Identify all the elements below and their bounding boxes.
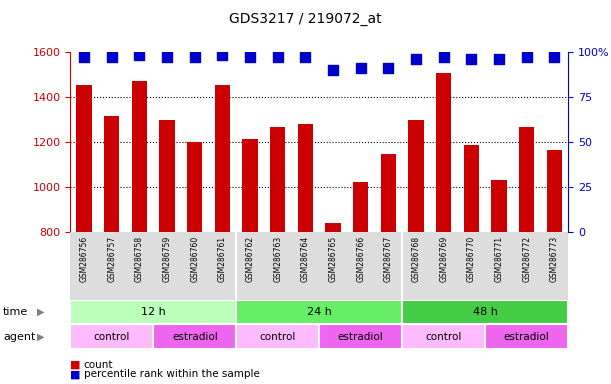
Text: GSM286769: GSM286769: [439, 236, 448, 282]
Bar: [491, 180, 507, 232]
Bar: [153, 324, 236, 349]
Bar: [464, 146, 479, 232]
Text: GSM286757: GSM286757: [108, 236, 116, 282]
Bar: [402, 324, 485, 349]
Point: [134, 52, 144, 58]
Text: estradiol: estradiol: [172, 332, 218, 342]
Bar: [353, 182, 368, 232]
Point: [245, 54, 255, 60]
Bar: [159, 119, 175, 232]
Bar: [76, 84, 92, 232]
Point: [549, 54, 559, 60]
Text: GSM286770: GSM286770: [467, 236, 476, 282]
Text: GSM286763: GSM286763: [273, 236, 282, 282]
Bar: [132, 81, 147, 232]
Bar: [187, 142, 202, 232]
Point: [384, 65, 393, 71]
Text: time: time: [3, 307, 28, 317]
Bar: [519, 127, 535, 232]
Text: control: control: [260, 332, 296, 342]
Bar: [236, 300, 402, 324]
Text: control: control: [93, 332, 130, 342]
Text: 48 h: 48 h: [473, 307, 498, 317]
Bar: [215, 84, 230, 232]
Text: agent: agent: [3, 332, 35, 342]
Bar: [320, 324, 402, 349]
Bar: [70, 300, 236, 324]
Text: GSM286772: GSM286772: [522, 236, 531, 282]
Text: ■: ■: [70, 360, 81, 370]
Bar: [298, 124, 313, 232]
Point: [190, 54, 200, 60]
Text: GSM286773: GSM286773: [550, 236, 559, 282]
Text: GSM286765: GSM286765: [329, 236, 338, 282]
Point: [467, 56, 477, 62]
Text: GDS3217 / 219072_at: GDS3217 / 219072_at: [229, 12, 382, 25]
Text: GSM286762: GSM286762: [246, 236, 255, 282]
Text: GSM286767: GSM286767: [384, 236, 393, 282]
Text: estradiol: estradiol: [338, 332, 384, 342]
Point: [439, 54, 448, 60]
Point: [494, 56, 504, 62]
Point: [301, 54, 310, 60]
Text: GSM286759: GSM286759: [163, 236, 172, 282]
Point: [522, 54, 532, 60]
Point: [218, 52, 227, 58]
Bar: [270, 127, 285, 232]
Text: ▶: ▶: [37, 332, 44, 342]
Bar: [436, 73, 452, 232]
Bar: [409, 119, 423, 232]
Text: GSM286761: GSM286761: [218, 236, 227, 282]
Point: [328, 67, 338, 73]
Text: control: control: [425, 332, 462, 342]
Bar: [326, 223, 341, 232]
Text: ▶: ▶: [37, 307, 44, 317]
Bar: [547, 150, 562, 232]
Text: percentile rank within the sample: percentile rank within the sample: [84, 369, 260, 379]
Bar: [104, 116, 119, 232]
Text: GSM286764: GSM286764: [301, 236, 310, 282]
Text: 12 h: 12 h: [141, 307, 166, 317]
Point: [356, 65, 365, 71]
Point: [411, 56, 421, 62]
Text: GSM286771: GSM286771: [494, 236, 503, 282]
Text: 24 h: 24 h: [307, 307, 332, 317]
Text: GSM286758: GSM286758: [135, 236, 144, 282]
Text: count: count: [84, 360, 113, 370]
Point: [79, 54, 89, 60]
Point: [273, 54, 283, 60]
Bar: [243, 139, 258, 232]
Text: estradiol: estradiol: [504, 332, 550, 342]
Point: [107, 54, 117, 60]
Text: GSM286768: GSM286768: [412, 236, 420, 282]
Text: GSM286756: GSM286756: [79, 236, 89, 282]
Bar: [70, 324, 153, 349]
Text: GSM286760: GSM286760: [190, 236, 199, 282]
Bar: [236, 324, 320, 349]
Point: [162, 54, 172, 60]
Bar: [381, 154, 396, 232]
Text: GSM286766: GSM286766: [356, 236, 365, 282]
Text: ■: ■: [70, 369, 81, 379]
Bar: [485, 324, 568, 349]
Bar: [402, 300, 568, 324]
